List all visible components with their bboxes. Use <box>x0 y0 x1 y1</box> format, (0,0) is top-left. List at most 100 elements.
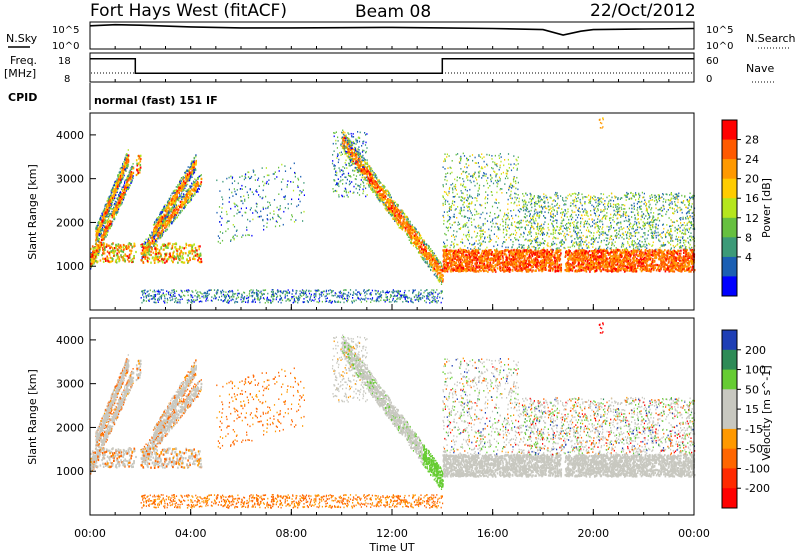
heatmap-cell <box>162 219 164 222</box>
heatmap-cell <box>349 289 352 291</box>
heatmap-cell <box>349 190 351 193</box>
heatmap-cell <box>283 196 285 198</box>
heatmap-cell <box>377 292 379 294</box>
heatmap-cell <box>429 259 431 262</box>
heatmap-cell <box>407 234 409 236</box>
heatmap-cell <box>279 225 281 227</box>
heatmap-cell <box>183 189 185 191</box>
heatmap-cell <box>342 137 344 140</box>
heatmap-cell <box>366 171 368 174</box>
heatmap-cell <box>142 245 145 248</box>
heatmap-cell <box>384 194 386 197</box>
heatmap-cell <box>122 178 124 180</box>
heatmap-cell <box>262 180 264 183</box>
heatmap-cell <box>428 291 430 294</box>
heatmap-cell <box>101 222 104 225</box>
heatmap-cell <box>177 198 179 201</box>
heatmap-cell <box>194 178 196 180</box>
heatmap-cell <box>180 260 183 263</box>
heatmap-cell <box>173 205 175 208</box>
heatmap-cell <box>160 212 162 215</box>
heatmap-cell <box>121 201 123 204</box>
heatmap-cell <box>222 180 224 183</box>
heatmap-cell <box>108 252 110 255</box>
heatmap-cell <box>159 227 162 229</box>
heatmap-cell <box>235 193 237 195</box>
heatmap-cell <box>396 217 398 220</box>
heatmap-cell <box>307 301 309 303</box>
heatmap-cell <box>247 297 249 299</box>
heatmap-cell <box>428 245 430 247</box>
heatmap-cell <box>190 244 193 247</box>
heatmap-cell <box>303 301 306 303</box>
heatmap-cell <box>95 234 97 237</box>
heatmap-cell <box>421 254 423 256</box>
heatmap-cell <box>175 214 177 216</box>
heatmap-cell <box>102 257 104 260</box>
heatmap-cell <box>423 253 425 256</box>
heatmap-cell <box>193 161 196 164</box>
heatmap-cell <box>251 301 253 303</box>
heatmap-cell <box>334 294 336 297</box>
heatmap-cell <box>174 213 176 216</box>
heatmap-cell <box>100 229 102 231</box>
heatmap-cell <box>98 250 100 253</box>
heatmap-cell <box>185 172 187 174</box>
heatmap-cell <box>166 204 168 207</box>
heatmap-cell <box>153 297 155 300</box>
heatmap-cell <box>122 243 125 247</box>
heatmap-cell <box>392 297 394 300</box>
heatmap-cell <box>116 185 119 188</box>
heatmap-cell <box>420 293 422 295</box>
heatmap-cell <box>374 180 376 183</box>
heatmap-cell <box>267 292 269 295</box>
heatmap-cell <box>413 234 416 237</box>
heatmap-cell <box>207 299 209 302</box>
heatmap-cell <box>183 195 185 198</box>
heatmap-cell <box>179 193 181 196</box>
heatmap-cell <box>372 171 374 173</box>
heatmap-cell <box>122 189 124 192</box>
heatmap-cell <box>260 215 262 218</box>
heatmap-cell <box>116 212 118 214</box>
heatmap-cell <box>340 144 342 146</box>
heatmap-cell <box>377 179 379 181</box>
heatmap-cell <box>257 298 259 301</box>
heatmap-cell <box>174 203 176 206</box>
heatmap-cell <box>95 237 98 240</box>
heatmap-cell <box>153 236 155 238</box>
heatmap-cell <box>104 226 107 229</box>
heatmap-cell <box>165 246 167 249</box>
heatmap-cell <box>402 224 405 227</box>
heatmap-cell <box>125 153 127 156</box>
heatmap-cell <box>406 225 408 229</box>
heatmap-cell <box>151 257 154 260</box>
heatmap-cell <box>265 195 267 198</box>
heatmap-cell <box>113 189 116 192</box>
heatmap-cell <box>177 261 179 264</box>
heatmap-cell <box>343 289 345 292</box>
heatmap-cell <box>297 297 299 300</box>
heatmap-cell <box>96 245 98 249</box>
heatmap-cell <box>167 214 170 217</box>
heatmap-cell <box>161 258 163 261</box>
heatmap-cell <box>190 247 193 250</box>
heatmap-cell <box>156 252 159 255</box>
heatmap-cell <box>281 163 283 166</box>
heatmap-cell <box>136 164 139 167</box>
heatmap-cell <box>406 300 408 303</box>
heatmap-cell <box>194 193 196 196</box>
heatmap-cell <box>99 222 101 225</box>
heatmap-cell <box>188 172 191 175</box>
heatmap-cell <box>184 193 186 196</box>
heatmap-cell <box>364 159 366 162</box>
heatmap-cell <box>160 289 162 291</box>
heatmap-cell <box>367 170 369 173</box>
heatmap-cell <box>96 261 98 264</box>
heatmap-cell <box>155 230 158 233</box>
heatmap-cell <box>177 208 180 211</box>
heatmap-cell <box>346 295 348 297</box>
heatmap-cell <box>144 243 146 245</box>
heatmap-cell <box>164 223 166 226</box>
heatmap-cell <box>272 293 274 296</box>
